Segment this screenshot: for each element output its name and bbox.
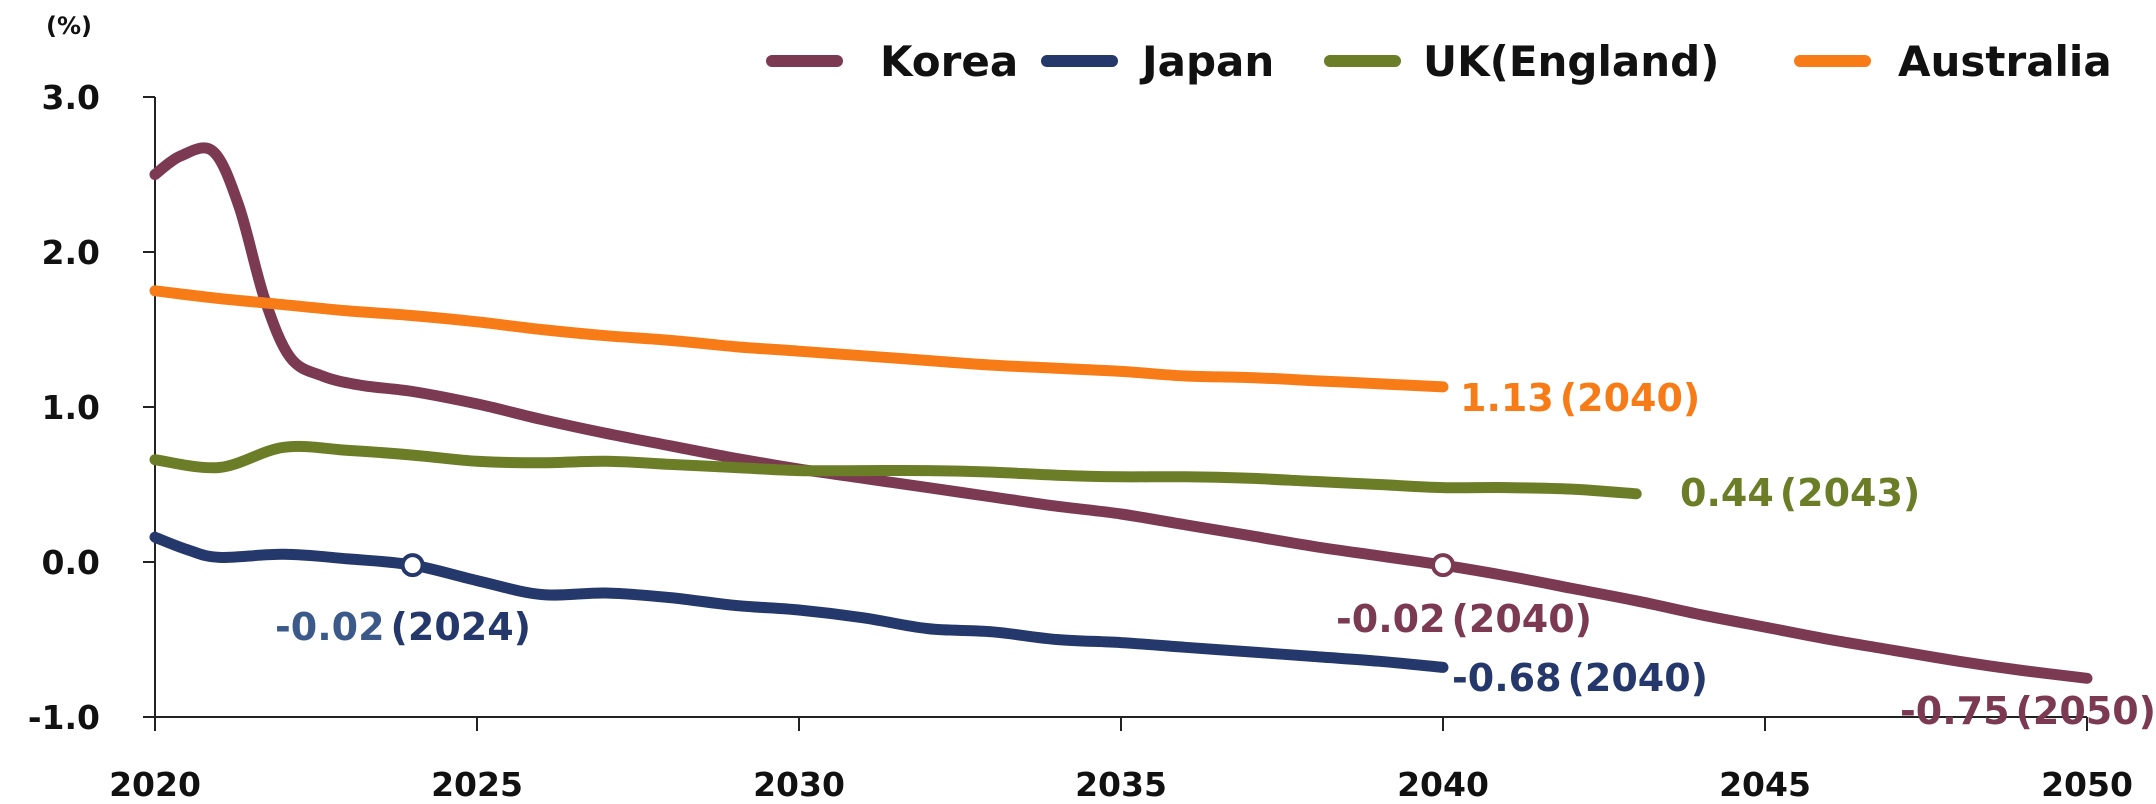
y-tick-label: 3.0 bbox=[42, 78, 100, 117]
x-tick-label: 2020 bbox=[109, 765, 201, 804]
legend-label: Korea bbox=[880, 37, 1018, 86]
data-label-annotation: -0.02 (2024) bbox=[275, 605, 531, 649]
x-tick-label: 2045 bbox=[1719, 765, 1811, 804]
y-tick-label: 2.0 bbox=[42, 233, 100, 272]
data-label-year: (2024) bbox=[391, 605, 532, 649]
data-label-value: -0.02 bbox=[275, 605, 385, 649]
data-label-year: (2040) bbox=[1568, 656, 1709, 700]
data-label-year: (2040) bbox=[1452, 597, 1593, 641]
y-axis-unit-label: (%) bbox=[46, 12, 92, 40]
annotations: 1.13 (2040)0.44 (2043)-0.02 (2024) -0.02 (204… bbox=[275, 376, 2156, 733]
data-label-value: 1.13 bbox=[1460, 376, 1554, 420]
series-lines bbox=[149, 142, 2093, 684]
data-point-marker bbox=[400, 553, 425, 578]
y-tick-label: -1.0 bbox=[28, 698, 100, 737]
x-tick-label: 2050 bbox=[2041, 765, 2133, 804]
x-tick-label: 2025 bbox=[431, 765, 523, 804]
data-label-value: 0.44 bbox=[1680, 471, 1774, 515]
data-label-annotation: -0.68 (2040) bbox=[1452, 656, 1708, 700]
data-label-year: (2050) bbox=[2016, 689, 2156, 733]
legend-label: Australia bbox=[1898, 37, 2112, 86]
data-markers bbox=[400, 553, 1455, 578]
series-line-australia bbox=[149, 285, 1449, 393]
data-point-marker bbox=[1431, 553, 1455, 578]
series-line-uk-england bbox=[149, 440, 1642, 500]
data-label-value: -0.75 bbox=[1900, 689, 2010, 733]
data-label-value: -0.02 bbox=[1336, 597, 1446, 641]
series-line-korea bbox=[149, 142, 2093, 684]
y-tick-label: 1.0 bbox=[42, 388, 100, 427]
y-tick-label: 0.0 bbox=[42, 543, 100, 582]
series-line-japan bbox=[149, 531, 1449, 673]
x-tick-label: 2040 bbox=[1397, 765, 1489, 804]
data-label-annotation: 1.13 (2040) bbox=[1460, 376, 1700, 420]
legend: Korea Japan UK(England) Australia bbox=[766, 37, 2112, 86]
data-label-annotation: 0.44 (2043) bbox=[1680, 471, 1920, 515]
data-label-annotation: -0.02 (2040) bbox=[1336, 597, 1592, 641]
data-label-year: (2043) bbox=[1780, 471, 1921, 515]
legend-label: UK(England) bbox=[1423, 37, 1719, 86]
legend-label: Japan bbox=[1139, 37, 1274, 86]
data-label-annotation: -0.75 (2050) bbox=[1900, 689, 2156, 733]
data-label-value: -0.68 bbox=[1452, 656, 1562, 700]
x-tick-label: 2030 bbox=[753, 765, 845, 804]
data-label-year: (2040) bbox=[1560, 376, 1701, 420]
x-tick-label: 2035 bbox=[1075, 765, 1167, 804]
